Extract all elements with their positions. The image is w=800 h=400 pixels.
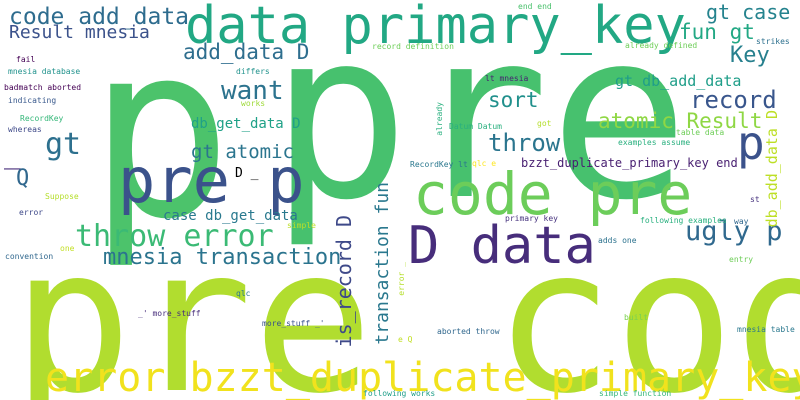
word-e-q: e Q: [398, 335, 413, 344]
word-pre-large: pre: [270, 0, 690, 251]
word-code-pre: code pre: [413, 160, 693, 228]
word-datum-datum: Datum Datum: [449, 122, 502, 131]
word-underscore: _: [4, 137, 21, 170]
word-more-stuff-2: more_stuff _': [262, 319, 325, 328]
word-d-underscore: D _: [235, 166, 259, 181]
word-way: way: [734, 217, 749, 226]
word-entry: entry: [729, 255, 754, 264]
word-transaction-fun: transaction fun: [372, 182, 393, 345]
word-following-examples: following examples: [640, 216, 727, 225]
word-examples-assume: examples assume: [618, 138, 691, 147]
word-d-data: D data: [408, 216, 596, 276]
word-following-works: following works: [363, 389, 436, 398]
word-db-get-data-d: db_get_data D: [191, 116, 301, 132]
word-add-data-d: add_data D: [183, 40, 310, 64]
word-simple-function: simple function: [599, 389, 672, 398]
word-built: built: [624, 313, 649, 322]
word-ugly-p: ugly p: [685, 216, 783, 247]
word-record: record: [690, 86, 777, 114]
word-mnesia-transaction: mnesia transaction: [103, 245, 342, 270]
word-gt-case: gt case: [706, 0, 791, 24]
word-error-bzzt: error bzzt_duplicate_primary_key: [45, 355, 800, 400]
word-works: works: [241, 99, 266, 108]
word-aborted-throw: aborted throw: [437, 327, 500, 336]
word-bzzt-end: bzzt_duplicate_primary_key end: [521, 156, 738, 170]
word-fail: fail: [16, 55, 36, 64]
word-one: one: [60, 244, 75, 253]
word-table-data: table data: [676, 128, 725, 137]
word-recordkey: RecordKey: [20, 114, 64, 123]
word-data-primary-key: data primary_key: [185, 0, 686, 56]
word-end-end: end end: [518, 2, 552, 11]
word-fun-gt: fun gt: [679, 20, 755, 44]
word-record-definition: record definition: [372, 42, 454, 51]
word-suppose: Suppose: [45, 192, 79, 201]
word-more-stuff-1: _' more_stuff: [138, 309, 201, 318]
word-qlc-e: qlc e: [472, 159, 497, 168]
word-already-defined: already defined: [625, 41, 698, 50]
word-whereas: whereas: [8, 125, 42, 134]
word-already: already: [435, 102, 444, 136]
word-adds-one: adds one: [598, 236, 637, 245]
word-key: Key: [730, 43, 770, 68]
word-q: Q: [16, 166, 30, 191]
word-throw: throw: [488, 129, 561, 157]
word-recordkey-lt: RecordKey lt: [410, 160, 468, 169]
word-convention: convention: [5, 252, 54, 261]
word-badmatch-aborted: badmatch aborted: [4, 83, 82, 92]
word-strikes: strikes: [756, 37, 790, 46]
word-pre-p: pre p: [118, 144, 305, 217]
word-gt: gt: [45, 127, 82, 162]
word-mnesia-table: mnesia table: [737, 325, 795, 334]
word-code-add-data: code add_data: [9, 4, 190, 30]
word-throw-error: throw error: [75, 219, 274, 254]
word-atomic-result: atomic Result: [598, 109, 763, 133]
word-p-small: p: [737, 116, 765, 170]
word-qlc: qlc: [236, 289, 251, 298]
word-is-record-d: is_record D: [332, 215, 356, 348]
word-error-underscore: error _: [397, 262, 406, 296]
word-lt-mnesia: lt mnesia: [485, 74, 529, 83]
word-pre-code: pre code: [12, 205, 800, 400]
word-gt-atomic: gt atomic: [191, 141, 294, 163]
word-error-small: error: [19, 208, 44, 217]
word-st: st: [750, 195, 760, 204]
word-case-db-get-data: case db_get_data: [163, 208, 298, 224]
word-want: want: [221, 76, 284, 106]
word-simple: simple: [287, 221, 316, 230]
word-gt-db-add-data: gt db_add_data: [615, 72, 742, 90]
word-p-large: p: [88, 0, 233, 272]
word-db-add-data-d: db_add_data D: [763, 110, 781, 228]
word-mnesia-database: mnesia database: [8, 67, 81, 76]
word-differs: differs: [236, 67, 270, 76]
word-primary-key: primary key: [505, 214, 558, 223]
word-result-mnesia: Result mnesia: [9, 22, 150, 43]
word-sort: sort: [488, 88, 539, 112]
word-got: got: [537, 119, 552, 128]
word-indicating: indicating: [8, 96, 57, 105]
